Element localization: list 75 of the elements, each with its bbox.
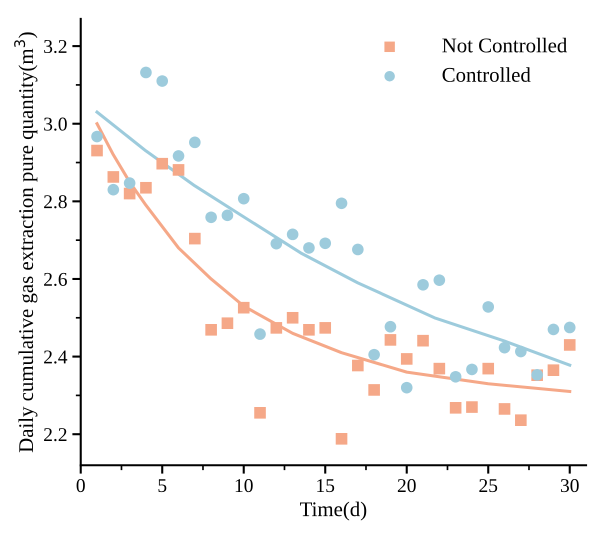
point <box>450 402 462 414</box>
point <box>466 364 478 376</box>
legend-label: Controlled <box>442 67 531 82</box>
point <box>205 324 217 336</box>
x-axis-title: Time(d) <box>300 502 366 521</box>
point <box>172 150 184 162</box>
point <box>108 184 120 196</box>
point <box>384 320 396 333</box>
point <box>91 144 103 156</box>
point <box>417 278 429 291</box>
y-tick-label: 2.4 <box>44 350 68 364</box>
point <box>434 362 446 374</box>
x-tick-label: 15 <box>317 479 334 492</box>
point <box>319 237 332 250</box>
point <box>352 360 364 372</box>
y-axis-title: Daily cumulative gas extraction pure quantity(m$^{3}$) <box>14 32 38 452</box>
point <box>548 364 560 376</box>
point <box>254 328 266 340</box>
point <box>108 171 120 183</box>
point <box>368 384 380 396</box>
point <box>417 334 429 346</box>
point <box>124 177 136 189</box>
point <box>482 362 494 374</box>
point <box>515 346 527 358</box>
point <box>222 317 234 330</box>
point <box>400 353 413 365</box>
legend-label: Not Controlled <box>442 38 568 52</box>
point <box>286 312 298 324</box>
point <box>450 370 462 383</box>
point <box>352 244 364 256</box>
x-tick-label: 0 <box>76 479 85 492</box>
point <box>400 382 413 394</box>
point <box>303 324 315 336</box>
y-tick-label: 3.0 <box>44 118 67 131</box>
x-tick-label: 10 <box>236 479 253 492</box>
point <box>205 211 217 224</box>
point <box>564 322 576 334</box>
y-tick-label: 2.2 <box>44 428 66 442</box>
point <box>466 401 478 413</box>
y-tick-label: 2.8 <box>44 195 67 208</box>
point <box>368 348 380 360</box>
point <box>189 136 201 148</box>
point <box>498 403 510 415</box>
point <box>238 302 250 314</box>
point <box>498 342 510 354</box>
point <box>384 334 396 346</box>
point <box>254 407 266 419</box>
point <box>156 75 168 87</box>
point <box>336 433 348 445</box>
x-tick-label: 30 <box>560 479 579 492</box>
point <box>156 158 168 170</box>
point <box>482 301 494 313</box>
point <box>140 66 152 78</box>
point <box>172 164 184 176</box>
point <box>270 238 282 250</box>
point <box>238 192 250 204</box>
point <box>222 210 234 222</box>
point <box>270 322 282 334</box>
point <box>515 414 527 426</box>
point <box>303 242 315 254</box>
point <box>548 324 560 336</box>
point <box>140 182 152 194</box>
point <box>189 232 201 244</box>
y-tick-label: 2.6 <box>44 272 67 286</box>
x-tick-label: 20 <box>398 479 416 492</box>
point <box>124 188 136 200</box>
x-tick-label: 5 <box>158 479 166 492</box>
point <box>319 322 332 334</box>
point <box>286 228 298 240</box>
point <box>434 274 446 286</box>
x-tick-label: 25 <box>479 479 498 492</box>
point <box>91 130 103 142</box>
point <box>564 339 576 351</box>
y-tick-label: 3.2 <box>44 40 66 54</box>
point <box>336 197 348 210</box>
